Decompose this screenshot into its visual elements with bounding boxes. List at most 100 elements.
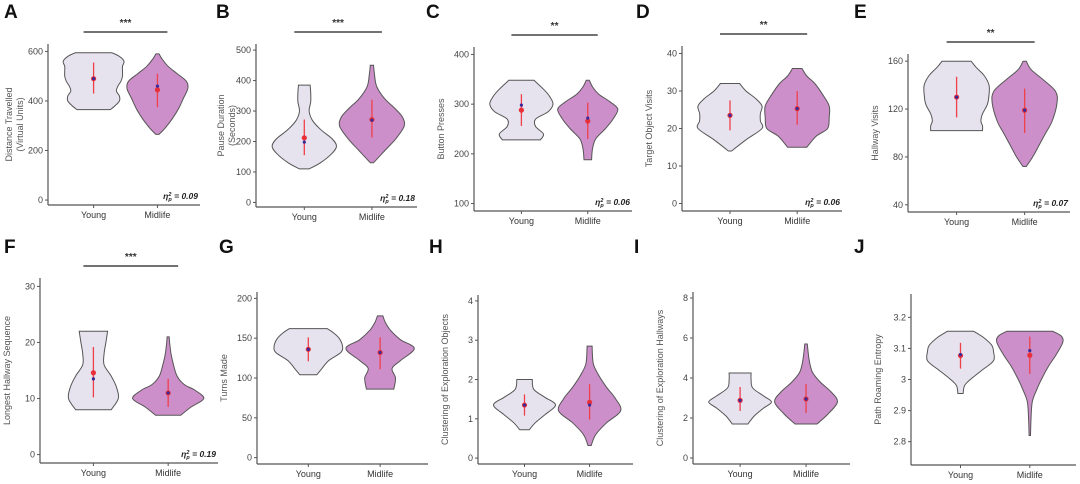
y-tick-label: 300 — [236, 106, 251, 116]
y-tick-label: 50 — [242, 413, 252, 423]
mean-marker-young — [90, 370, 96, 376]
median-marker-young — [738, 398, 742, 402]
violin-chart-f: F 0 10 20 30 Longest Hallway Sequence Young Mid… — [2, 237, 218, 478]
effect-size-label: η2 p = 0.18 — [380, 193, 415, 205]
y-axis-label: Clustering of Exploration Objects — [440, 313, 450, 445]
y-axis-label: Target Object Visits — [644, 89, 654, 167]
y-tick-label: 0 — [683, 453, 688, 463]
significance-stars: *** — [332, 18, 344, 29]
median-marker-midlife — [1028, 348, 1032, 353]
median-marker-young — [302, 140, 306, 144]
violin-chart-h: H 0 1 2 3 4 Clustering of Exploration Objects Y… — [429, 237, 633, 479]
median-marker-midlife — [166, 391, 170, 395]
y-tick-label: 0 — [30, 450, 35, 460]
x-tick-label-young: Young — [727, 469, 752, 479]
y-tick-label: 0 — [672, 199, 677, 209]
mean-marker-young — [518, 107, 524, 113]
panel-e: E 40 80 120 160 Hallway Visits Young Midlife ** η… — [850, 0, 1080, 232]
median-marker-young — [958, 353, 963, 357]
violin-chart-e: E 40 80 120 160 Hallway Visits Young Midlife ** η… — [854, 2, 1070, 227]
panel-f: F 0 10 20 30 Longest Hallway Sequence Young Mid… — [0, 235, 218, 479]
y-tick-label: 40 — [893, 200, 903, 210]
effect-size-label: η2 p = 0.07 — [1033, 198, 1069, 210]
violin-chart-i: I 0 2 4 6 8 Clustering of Exploration Hallways… — [634, 237, 850, 479]
x-tick-label-young: Young — [948, 470, 973, 480]
y-tick-label: 200 — [236, 136, 251, 146]
x-tick-label-young: Young — [512, 469, 537, 479]
y-tick-label: 80 — [893, 152, 903, 162]
mean-marker-young — [301, 135, 307, 141]
panel-label: E — [854, 2, 867, 23]
effect-size-label: η2 p = 0.06 — [805, 197, 840, 209]
y-axis-label: (Seconds) — [227, 105, 237, 146]
panel-a: A 0 200 400 600 Distance Travelled (Virtual Un… — [0, 0, 215, 232]
y-tick-label: 0 — [468, 453, 473, 463]
y-tick-label: 10 — [667, 161, 677, 171]
panel-h: H 0 1 2 3 4 Clustering of Exploration Objects Y… — [425, 235, 640, 479]
x-tick-label-midlife: Midlife — [359, 212, 385, 222]
y-axis-label: Path Roaming Entropy — [873, 334, 883, 425]
panel-b: B 0 100 200 300 400 500 Pause Duration (Seconds)… — [212, 0, 427, 232]
median-marker-young — [519, 103, 523, 107]
panel-label: D — [636, 2, 650, 23]
median-marker-midlife — [804, 397, 808, 401]
violin-chart-g: G 0 50 100 150 200 Turns Made Young Midlife — [219, 237, 428, 479]
y-tick-label: 400 — [28, 96, 43, 106]
effect-size-label: η2 p = 0.06 — [595, 197, 630, 209]
y-tick-label: 6 — [683, 333, 688, 343]
y-tick-label: 300 — [454, 99, 469, 109]
median-marker-midlife — [586, 116, 590, 120]
panel-label: F — [4, 237, 16, 258]
median-marker-young — [728, 113, 732, 117]
panel-label: I — [634, 237, 639, 258]
x-tick-label-midlife: Midlife — [144, 210, 170, 220]
x-tick-label-midlife: Midlife — [577, 469, 603, 479]
y-tick-label: 100 — [454, 199, 469, 209]
y-axis-label: (Virtual Units) — [15, 97, 25, 151]
y-tick-label: 40 — [667, 49, 677, 59]
y-tick-label: 2 — [468, 375, 473, 385]
significance-stars: *** — [125, 252, 137, 263]
violin-midlife — [995, 330, 1064, 436]
y-tick-label: 30 — [25, 281, 35, 291]
y-tick-label: 2.9 — [893, 406, 906, 416]
median-marker-young — [522, 403, 527, 407]
mean-marker-midlife — [585, 118, 591, 124]
x-tick-label-midlife: Midlife — [1017, 470, 1043, 480]
x-tick-label-young: Young — [81, 210, 106, 220]
panel-label: A — [4, 2, 18, 23]
x-tick-label-young: Young — [944, 217, 969, 227]
violin-chart-d: D 0 10 20 30 40 Target Object Visits Young Midli… — [636, 2, 842, 226]
median-marker-midlife — [155, 84, 160, 88]
panel-d: D 0 10 20 30 40 Target Object Visits Young Midli… — [632, 0, 847, 232]
panel-label: C — [426, 2, 440, 23]
y-tick-label: 1 — [468, 414, 473, 424]
effect-size-label: η2 p = 0.09 — [163, 191, 198, 203]
y-tick-label: 30 — [667, 86, 677, 96]
significance-stars: *** — [120, 18, 132, 29]
y-tick-label: 2 — [683, 413, 688, 423]
y-tick-label: 10 — [25, 394, 35, 404]
x-tick-label-midlife: Midlife — [784, 216, 810, 226]
median-marker-young — [955, 95, 959, 99]
y-tick-label: 400 — [454, 49, 469, 59]
y-tick-label: 3.2 — [893, 312, 906, 322]
y-tick-label: 150 — [237, 333, 252, 343]
median-marker-midlife — [588, 403, 592, 407]
median-marker-young — [91, 377, 95, 381]
y-tick-label: 20 — [25, 337, 35, 347]
y-tick-label: 160 — [888, 56, 903, 66]
x-tick-label-young: Young — [292, 212, 317, 222]
median-marker-midlife — [370, 118, 374, 122]
significance-stars: ** — [760, 20, 768, 31]
panel-j: J 2.8 2.9 3 3.1 3.2 Path Roaming Entropy Young M… — [850, 235, 1080, 480]
panel-i: I 0 2 4 6 8 Clustering of Exploration Hallways… — [630, 235, 850, 479]
y-tick-label: 3.1 — [893, 343, 906, 353]
y-axis-label: Hallway Visits — [870, 105, 880, 161]
y-tick-label: 4 — [468, 296, 473, 306]
x-tick-label-midlife: Midlife — [367, 469, 393, 479]
violin-chart-a: A 0 200 400 600 Distance Travelled (Virtual Un… — [4, 2, 200, 220]
y-axis-label: Longest Hallway Sequence — [2, 316, 12, 425]
y-tick-label: 100 — [237, 373, 252, 383]
panel-c: C 100 200 300 400 Button Presses Young Midlife *… — [422, 0, 637, 232]
